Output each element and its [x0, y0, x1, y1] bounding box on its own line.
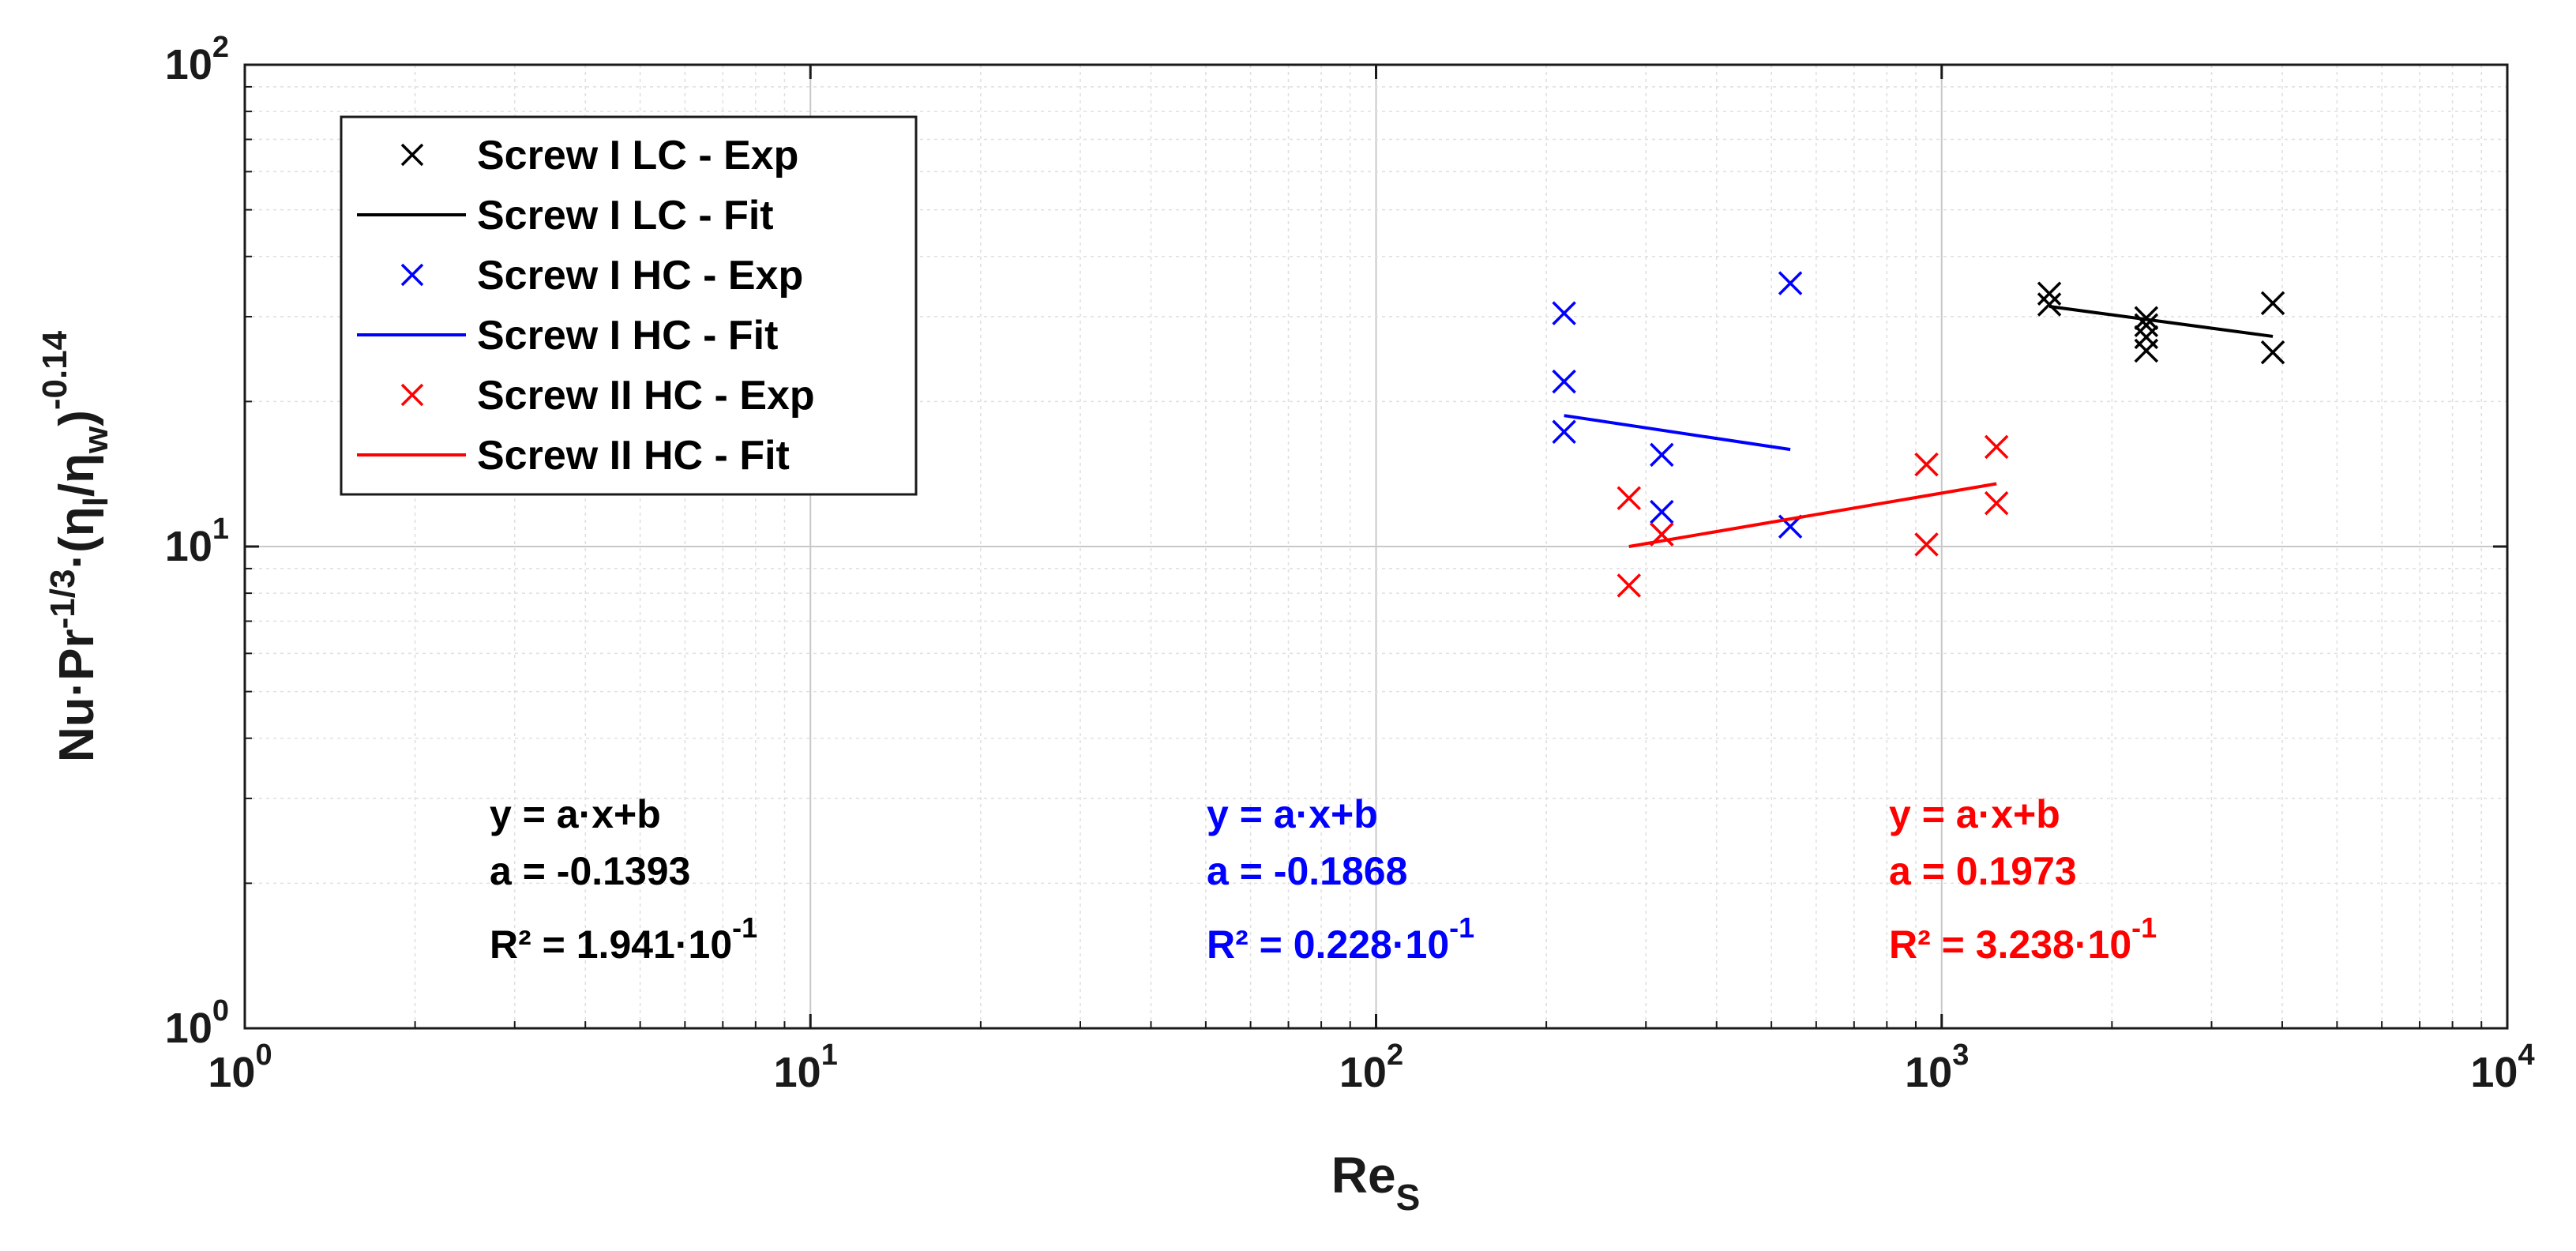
data-point [1617, 573, 1642, 598]
data-point [2134, 325, 2159, 350]
annotation-equation: y = a·x+b [1889, 792, 2060, 836]
y-tick-label: 100 [165, 994, 229, 1052]
data-point [2260, 340, 2285, 365]
annotation-r2: R² = 0.228·10-1 [1207, 911, 1474, 967]
y-axis-label: Nu·Pr-1/3·(ηl/ηw)-0.14 [36, 330, 115, 762]
x-tick-label: 101 [774, 1039, 838, 1096]
data-point [1778, 271, 1803, 295]
fit-annotation-red: y = a·x+b a = 0.1973 R² = 3.238·10-1 [1889, 792, 2157, 967]
data-point [1984, 434, 2009, 460]
data-point [2260, 291, 2285, 316]
data-point [1617, 486, 1642, 511]
annotation-a-value: a = -0.1393 [490, 849, 690, 893]
legend-marker-icon [400, 263, 424, 287]
legend-label: Screw I LC - Fit [477, 193, 774, 239]
fit-annotation-black: y = a·x+b a = -0.1393 R² = 1.941·10-1 [490, 792, 757, 967]
legend-marker-icon [400, 383, 424, 407]
legend-label: Screw II HC - Exp [477, 373, 815, 419]
legend-item: Screw I HC - Exp [400, 253, 803, 299]
fit-annotation-blue: y = a·x+b a = -0.1868 R² = 0.228·10-1 [1207, 792, 1474, 967]
data-point [1984, 490, 2009, 516]
annotation-equation: y = a·x+b [1207, 792, 1378, 836]
y-tick-label: 102 [165, 31, 229, 88]
legend-label: Screw I LC - Exp [477, 133, 798, 178]
legend-box [340, 115, 918, 496]
x-tick-label: 104 [2470, 1039, 2534, 1096]
data-point [1552, 301, 1576, 325]
annotation-equation: y = a·x+b [490, 792, 661, 836]
data-point [1650, 442, 1674, 468]
y-tick-label: 101 [165, 513, 229, 570]
legend-item: Screw II HC - Fit [357, 433, 790, 479]
data-point [1650, 499, 1674, 524]
legend: Screw I LC - Exp Screw I LC - Fit Screw I … [340, 115, 918, 496]
legend-marker-icon [400, 143, 424, 167]
x-tick-label: 102 [1339, 1039, 1403, 1096]
data-point [2037, 281, 2062, 306]
legend-item: Screw I LC - Exp [400, 133, 798, 178]
x-tick-label: 103 [1905, 1039, 1969, 1096]
legend-label: Screw I HC - Fit [477, 313, 778, 359]
series-layer [1552, 271, 2285, 598]
fit-line [1628, 482, 1997, 548]
annotation-r2: R² = 1.941·10-1 [490, 911, 757, 967]
legend-item: Screw I HC - Fit [357, 313, 778, 359]
annotation-r2: R² = 3.238·10-1 [1889, 911, 2157, 967]
legend-label: Screw II HC - Fit [477, 433, 790, 479]
data-point [2037, 292, 2062, 317]
legend-item: Screw I LC - Fit [357, 193, 774, 239]
data-point [1552, 369, 1576, 394]
fit-line [1564, 414, 1791, 452]
data-point [1552, 419, 1576, 445]
data-point [2134, 338, 2159, 363]
x-tick-label: 100 [208, 1039, 272, 1096]
x-axis-label: ReS [1331, 1147, 1421, 1218]
data-point [1914, 452, 1939, 477]
annotation-a-value: a = -0.1868 [1207, 849, 1407, 893]
fit-line [2048, 305, 2274, 338]
legend-label: Screw I HC - Exp [477, 253, 803, 299]
data-point [1914, 532, 1939, 557]
legend-item: Screw II HC - Exp [400, 373, 815, 419]
annotation-a-value: a = 0.1973 [1889, 849, 2077, 893]
axis-ticks: 100 101 102 103 104 100 101 102 [165, 31, 2535, 1096]
